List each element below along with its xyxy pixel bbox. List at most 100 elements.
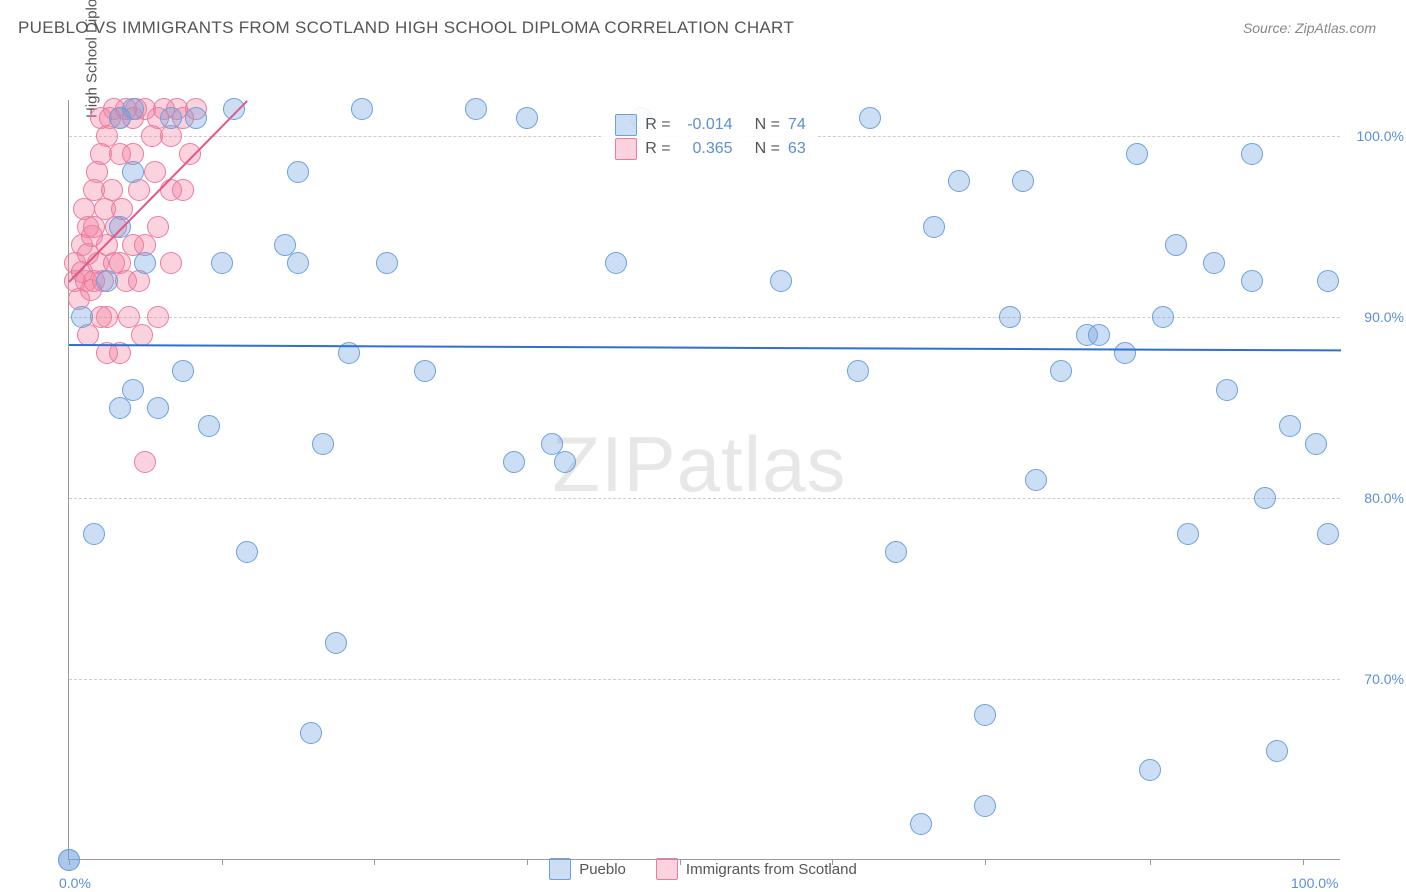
data-point [122, 98, 144, 120]
y-tick-label: 100.0% [1357, 128, 1404, 144]
data-point [287, 252, 309, 274]
data-point [465, 98, 487, 120]
data-point [376, 252, 398, 274]
data-point [185, 107, 207, 129]
data-point [414, 360, 436, 382]
data-point [236, 541, 258, 563]
y-tick-label: 70.0% [1364, 671, 1404, 687]
data-point [1139, 759, 1161, 781]
watermark-light: atlas [677, 420, 847, 508]
data-point [1216, 379, 1238, 401]
data-point [96, 270, 118, 292]
stat-legend-row: R = 0.365 N = 63 [615, 138, 805, 160]
data-point [554, 451, 576, 473]
data-point [131, 324, 153, 346]
r-value: 0.365 [679, 140, 733, 158]
data-point [1050, 360, 1072, 382]
data-point [351, 98, 373, 120]
legend-label-pueblo: Pueblo [579, 861, 626, 878]
data-point [147, 306, 169, 328]
data-point [134, 252, 156, 274]
data-point [300, 722, 322, 744]
r-value: -0.014 [679, 116, 733, 134]
data-point [1266, 740, 1288, 762]
data-point [312, 433, 334, 455]
data-point [974, 795, 996, 817]
data-point [71, 306, 93, 328]
data-point [1305, 433, 1327, 455]
data-point [1025, 469, 1047, 491]
data-point [1317, 270, 1339, 292]
r-label: R = [645, 116, 670, 134]
data-point [1317, 523, 1339, 545]
data-point [172, 360, 194, 382]
data-point [859, 107, 881, 129]
data-point [1177, 523, 1199, 545]
y-tick-label: 90.0% [1364, 309, 1404, 325]
data-point [503, 451, 525, 473]
data-point [516, 107, 538, 129]
data-point [1165, 234, 1187, 256]
data-point [948, 170, 970, 192]
data-point [211, 252, 233, 274]
data-point [910, 813, 932, 835]
data-point [1126, 143, 1148, 165]
data-point [1241, 270, 1263, 292]
trend-line [69, 344, 1341, 351]
n-value: 74 [788, 116, 806, 134]
data-point [1114, 342, 1136, 364]
data-point [83, 523, 105, 545]
watermark: ZIPatlas [552, 419, 846, 510]
n-label: N = [755, 140, 780, 158]
legend-swatch-blue [549, 858, 571, 880]
data-point [223, 98, 245, 120]
data-point [770, 270, 792, 292]
legend-label-immigrants: Immigrants from Scotland [686, 861, 857, 878]
data-point [122, 161, 144, 183]
data-point [179, 143, 201, 165]
header: PUEBLO VS IMMIGRANTS FROM SCOTLAND HIGH … [0, 0, 1406, 48]
data-point [109, 216, 131, 238]
data-point [1152, 306, 1174, 328]
data-point [147, 397, 169, 419]
legend-swatch-pink [656, 858, 678, 880]
gridline [69, 317, 1340, 318]
chart-title: PUEBLO VS IMMIGRANTS FROM SCOTLAND HIGH … [18, 18, 794, 38]
data-point [605, 252, 627, 274]
gridline [69, 498, 1340, 499]
stat-swatch [615, 138, 637, 160]
data-point [1279, 415, 1301, 437]
data-point [885, 541, 907, 563]
legend-item-pueblo: Pueblo [549, 858, 626, 880]
data-point [134, 451, 156, 473]
data-point [160, 179, 182, 201]
data-point [1241, 143, 1263, 165]
data-point [1254, 487, 1276, 509]
data-point [1012, 170, 1034, 192]
data-point [325, 632, 347, 654]
source-label: Source: ZipAtlas.com [1243, 20, 1376, 36]
legend-item-immigrants: Immigrants from Scotland [656, 858, 857, 880]
data-point [999, 306, 1021, 328]
data-point [974, 704, 996, 726]
gridline [69, 679, 1340, 680]
plot-area: ZIPatlas 70.0%80.0%90.0%100.0%0.0%100.0%… [68, 100, 1340, 860]
data-point [923, 216, 945, 238]
data-point [160, 107, 182, 129]
data-point [1088, 324, 1110, 346]
n-label: N = [755, 116, 780, 134]
data-point [287, 161, 309, 183]
data-point [1203, 252, 1225, 274]
data-point [847, 360, 869, 382]
r-label: R = [645, 140, 670, 158]
data-point [144, 161, 166, 183]
n-value: 63 [788, 140, 806, 158]
data-point [122, 379, 144, 401]
data-point [109, 397, 131, 419]
stat-legend: R = -0.014 N = 74 R = 0.365 N = 63 [603, 106, 817, 168]
stat-legend-row: R = -0.014 N = 74 [615, 114, 805, 136]
y-tick-label: 80.0% [1364, 490, 1404, 506]
bottom-legend: Pueblo Immigrants from Scotland [0, 858, 1406, 880]
stat-swatch [615, 114, 637, 136]
data-point [198, 415, 220, 437]
